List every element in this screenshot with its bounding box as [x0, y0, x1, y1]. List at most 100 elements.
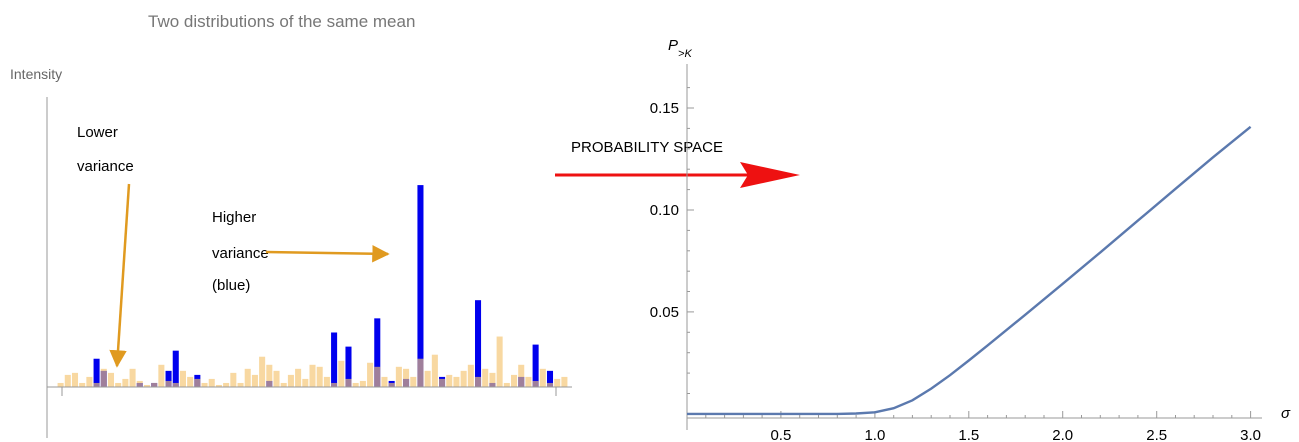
bar-orange	[381, 376, 388, 387]
bar-orange	[511, 374, 518, 387]
right-y-axis-label: P>K	[668, 37, 692, 60]
bar-orange	[151, 382, 158, 387]
right-line-series	[687, 125, 1252, 416]
bar-orange	[172, 382, 179, 387]
bar-orange	[287, 374, 294, 387]
probability-space-label: PROBABILITY SPACE	[571, 139, 723, 156]
bar-orange	[395, 366, 402, 387]
bar-blue	[546, 370, 554, 387]
bar-orange	[107, 372, 115, 387]
lower-variance-annotation: Lower	[77, 124, 118, 141]
bar-orange	[539, 368, 546, 387]
right-x-tick-label: 0.5	[770, 427, 791, 442]
bar-orange	[554, 378, 561, 387]
right-y-axis-label-sub: >K	[678, 48, 692, 60]
bar-blue	[475, 300, 482, 387]
right-x-tick-label: 2.5	[1146, 427, 1167, 442]
bar-orange	[316, 366, 323, 387]
bar-blue	[532, 344, 539, 387]
bar-orange	[496, 336, 503, 387]
bar-orange	[295, 368, 302, 387]
bar-orange	[115, 382, 122, 387]
bar-orange	[424, 370, 431, 387]
bar-orange	[323, 376, 330, 387]
bar-orange	[266, 364, 273, 387]
bar-orange	[467, 364, 474, 387]
bar-orange	[546, 382, 554, 387]
bar-orange	[251, 374, 258, 387]
bar-orange	[482, 368, 489, 387]
right-y-tick-label: 0.05	[650, 304, 679, 321]
bar-orange	[215, 384, 222, 387]
right-x-tick-label: 1.5	[958, 427, 979, 442]
right-y-axis-label-main: P	[668, 37, 678, 54]
bar-orange	[129, 368, 136, 387]
left-bars	[57, 185, 568, 387]
bar-orange	[187, 376, 194, 387]
bar-orange	[410, 376, 417, 387]
bar-orange	[79, 382, 86, 387]
bar-orange	[280, 382, 287, 387]
bar-orange	[489, 372, 496, 387]
bar-orange	[431, 354, 438, 387]
bar-orange	[86, 376, 93, 387]
bar-orange	[208, 378, 215, 387]
right-x-tick-label: 1.0	[864, 427, 885, 442]
bar-orange	[194, 378, 201, 387]
bar-orange	[57, 382, 64, 387]
lower-variance-arrow	[109, 183, 131, 368]
bar-orange	[403, 368, 410, 387]
bar-orange	[122, 378, 129, 387]
bar-orange	[302, 378, 309, 387]
bar-orange	[503, 382, 510, 387]
bar-orange	[518, 364, 525, 387]
bar-orange	[453, 376, 460, 387]
left-chart: Two distributions of the same mean Inten…	[10, 12, 572, 438]
left-chart-title: Two distributions of the same mean	[148, 12, 415, 31]
bar-orange	[223, 382, 230, 387]
right-x-tick-label: 3.0	[1240, 427, 1261, 442]
bar-orange	[237, 382, 244, 387]
bar-orange	[439, 378, 446, 387]
right-y-tick-label: 0.10	[650, 202, 679, 219]
bar-orange	[561, 376, 568, 387]
bar-blue	[165, 370, 172, 387]
bar-orange	[259, 356, 266, 387]
bar-orange	[446, 374, 453, 387]
bar-orange	[388, 382, 395, 387]
bar-orange	[475, 376, 482, 387]
bar-orange	[352, 382, 359, 387]
bar-orange	[460, 370, 467, 387]
right-chart: 0.5 1.0 1.5 2.0 2.5 3.0 0.05 0.10 0.15 P>K σ	[650, 37, 1291, 442]
higher-variance-annotation: Higher	[212, 209, 256, 226]
bar-orange	[417, 358, 424, 387]
bar-orange	[64, 374, 71, 387]
bar-orange	[532, 380, 539, 387]
bar-orange	[158, 364, 165, 387]
bar-blue	[417, 185, 424, 387]
bar-blue	[345, 346, 352, 387]
bar-orange	[309, 364, 316, 387]
bar-orange	[100, 368, 107, 387]
bar-orange	[165, 380, 172, 387]
right-y-tick-label: 0.15	[650, 100, 679, 117]
bar-orange	[367, 362, 374, 387]
bar-orange	[374, 366, 381, 387]
bar-orange	[244, 368, 251, 387]
probability-space-arrow-head	[740, 162, 800, 188]
bar-blue	[374, 318, 381, 387]
bar-orange	[525, 376, 532, 387]
right-x-tick-label: 2.0	[1052, 427, 1073, 442]
probability-space-arrow-group: PROBABILITY SPACE	[555, 139, 800, 188]
bar-blue	[331, 332, 338, 387]
bar-orange	[230, 372, 237, 387]
right-ticks: 0.5 1.0 1.5 2.0 2.5 3.0 0.05 0.10 0.15	[650, 87, 1261, 442]
higher-variance-arrow	[265, 244, 390, 263]
bar-blue	[93, 358, 100, 387]
bar-orange	[136, 380, 143, 387]
bar-orange	[273, 370, 280, 387]
bar-orange	[93, 382, 100, 387]
higher-variance-annotation-line2: variance	[212, 245, 269, 262]
bar-orange	[143, 384, 150, 387]
